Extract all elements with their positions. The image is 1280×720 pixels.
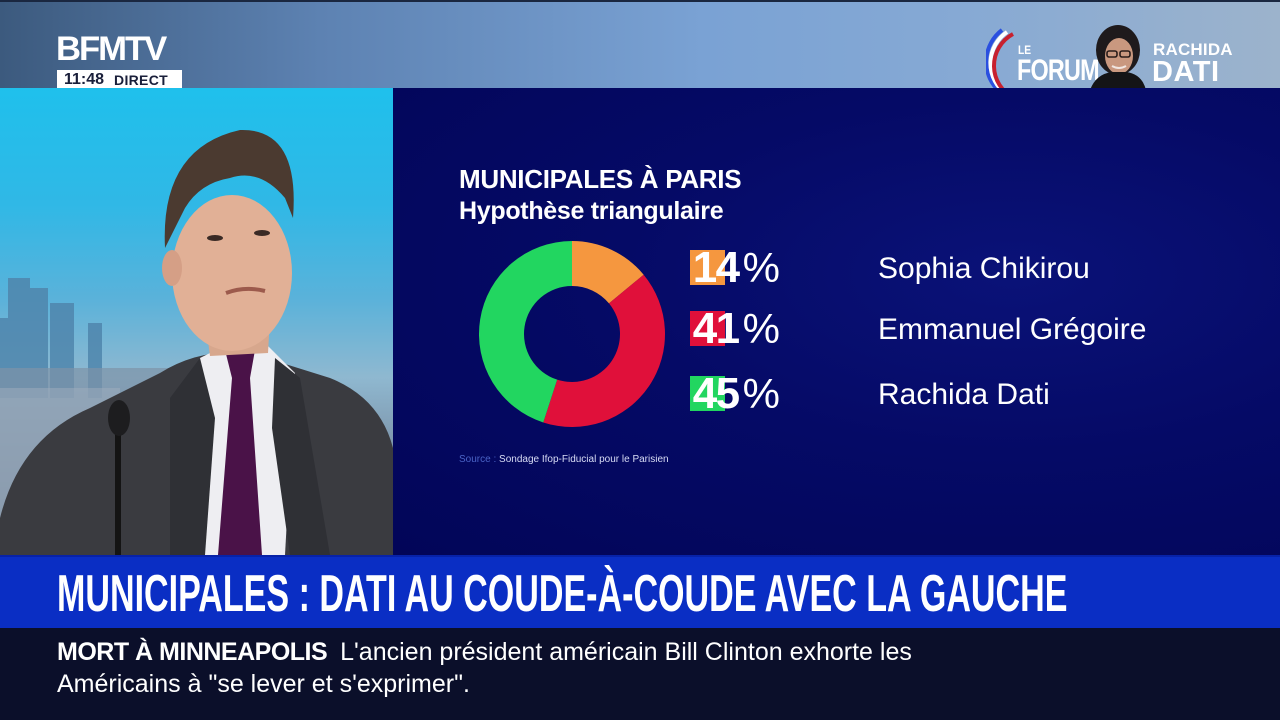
live-clock-badge: 11:48 DIRECT: [57, 70, 182, 90]
show-logo-name: FORUM: [1017, 54, 1100, 87]
headline-banner: MUNICIPALES : DATI AU COUDE-À-COUDE AVEC…: [0, 555, 1280, 628]
ticker-topic-tag: MORT À MINNEAPOLIS: [57, 638, 328, 666]
guest-portrait: [1088, 20, 1148, 90]
graphic-title: MUNICIPALES À PARIS: [459, 164, 742, 194]
legend-item: 45% Rachida Dati: [690, 372, 1210, 416]
source-note: Source : Sondage Ifop-Fiducial pour le P…: [459, 454, 669, 465]
donut-chart: [478, 241, 665, 427]
legend-candidate-name: Rachida Dati: [878, 378, 1050, 411]
guest-first-name: RACHIDA: [1153, 40, 1233, 59]
legend-item: 14% Sophia Chikirou: [690, 246, 1210, 290]
live-label: DIRECT: [114, 72, 168, 88]
show-logo-prefix: LE: [1018, 43, 1032, 57]
presenter-video-frame: [0, 129, 393, 555]
headline-text: MUNICIPALES : DATI AU COUDE-À-COUDE AVEC…: [57, 565, 1068, 623]
bfmtv-logo: BFMTV: [56, 30, 167, 68]
legend-swatch-red: [690, 311, 725, 346]
presenter-video-feed: [0, 88, 393, 555]
legend-swatch-orange: [690, 250, 725, 285]
legend-percentage: 45%: [692, 369, 780, 418]
channel-header-bar: BFMTV 11:48 DIRECT LE FORUM RACHIDA DATI: [0, 0, 1280, 100]
donut-segment-emmanuel-gr-goire: [543, 274, 665, 427]
guest-last-name: DATI: [1152, 56, 1220, 88]
source-label: Source :: [459, 454, 497, 465]
legend-candidate-name: Emmanuel Grégoire: [878, 313, 1147, 346]
news-ticker: MORT À MINNEAPOLIS L'ancien président am…: [0, 628, 1280, 720]
legend-percentage: 14%: [692, 243, 780, 292]
donut-segment-sophia-chikirou: [572, 241, 644, 304]
graphic-subtitle: Hypothèse triangulaire: [459, 197, 724, 225]
legend-percentage: 41%: [692, 304, 780, 353]
clock-time: 11:48: [64, 71, 105, 88]
ticker-content: MORT À MINNEAPOLIS L'ancien président am…: [57, 636, 997, 700]
poll-graphic: MUNICIPALES À PARIS Hypothèse triangulai…: [393, 88, 1280, 555]
legend-swatch-green: [690, 376, 725, 411]
legend-item: 41% Emmanuel Grégoire: [690, 307, 1210, 351]
legend-candidate-name: Sophia Chikirou: [878, 252, 1090, 285]
donut-segment-rachida-dati: [478, 241, 572, 423]
ticker-message: L'ancien président américain Bill Clinto…: [57, 638, 912, 698]
source-text: Sondage Ifop-Fiducial pour le Parisien: [499, 454, 669, 465]
